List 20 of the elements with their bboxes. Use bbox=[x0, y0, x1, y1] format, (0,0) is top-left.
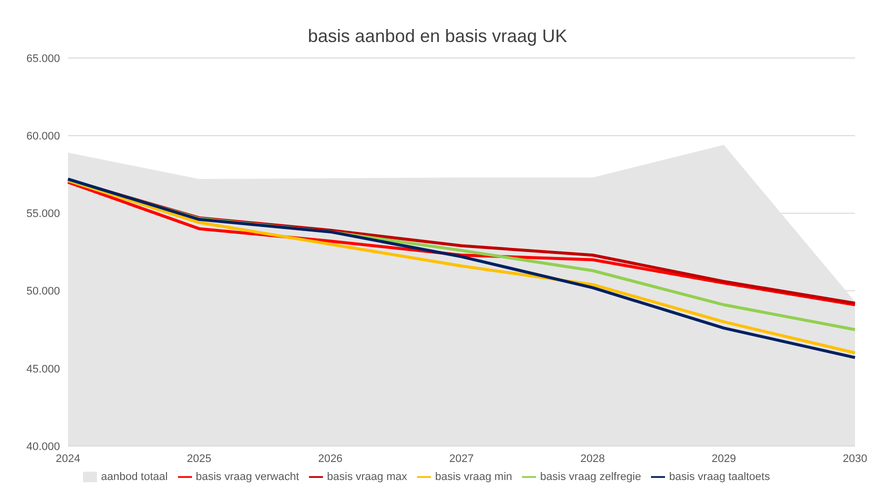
legend-label: basis vraag taaltoets bbox=[669, 470, 770, 483]
y-tick-label: 55.000 bbox=[26, 208, 60, 220]
legend-label: basis vraag max bbox=[327, 470, 408, 483]
x-tick-label: 2028 bbox=[580, 452, 605, 465]
chart-title: basis aanbod en basis vraag UK bbox=[306, 25, 568, 48]
legend-label: basis vraag verwacht bbox=[196, 470, 300, 483]
legend-label: basis vraag min bbox=[435, 470, 512, 483]
y-tick-label: 60.000 bbox=[26, 130, 60, 143]
x-tick-label: 2027 bbox=[449, 452, 474, 465]
x-tick-label: 2029 bbox=[712, 452, 736, 465]
x-tick-label: 2026 bbox=[318, 452, 343, 465]
x-tick-label: 2030 bbox=[842, 452, 868, 465]
y-tick-label: 50.000 bbox=[26, 286, 60, 298]
x-tick-label: 2025 bbox=[186, 452, 212, 465]
legend-label: aanbod totaal bbox=[101, 470, 168, 483]
y-tick-label: 65.000 bbox=[26, 52, 60, 65]
y-tick-label: 45.000 bbox=[26, 363, 60, 376]
y-tick-label: 40.000 bbox=[26, 440, 60, 453]
x-tick-label: 2024 bbox=[56, 452, 80, 465]
legend-label: basis vraag zelfregie bbox=[540, 470, 642, 483]
